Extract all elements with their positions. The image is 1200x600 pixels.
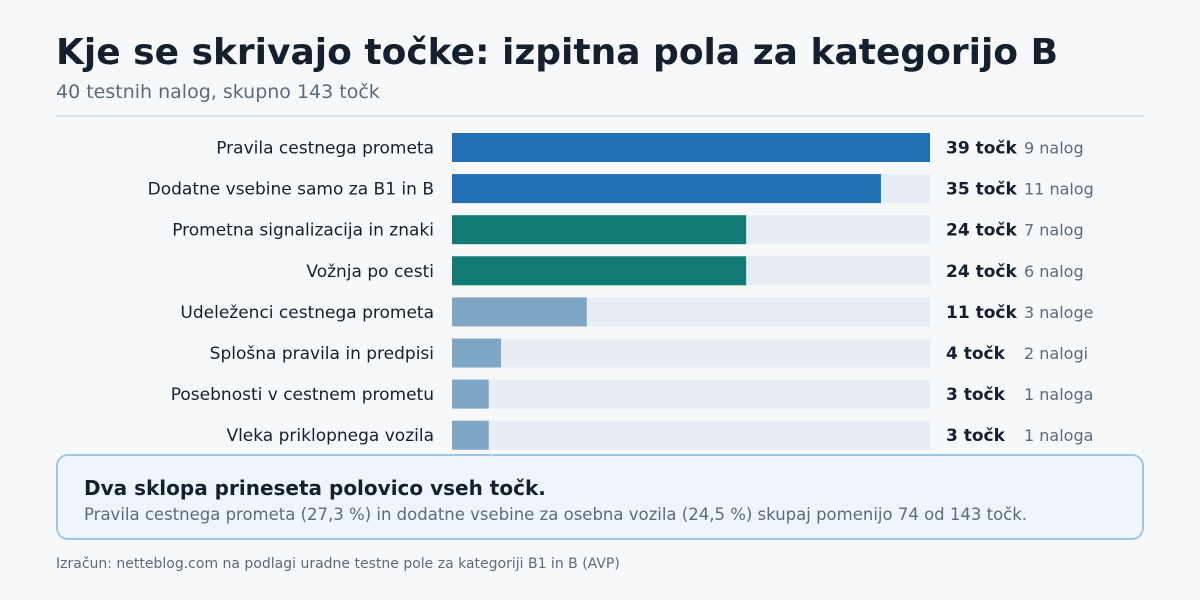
category-label: Pravila cestnega prometa (216, 139, 434, 159)
bar (452, 256, 747, 286)
bar (452, 174, 881, 204)
header-divider (56, 115, 1144, 117)
bar (452, 420, 489, 450)
category-label: Vožnja po cesti (306, 262, 434, 282)
source-note: Izračun: netteblog.com na podlagi uradne… (56, 556, 620, 572)
value-label: 11 točk (946, 303, 1017, 323)
bar-track (452, 338, 930, 368)
category-label: Posebnosti v cestnem prometu (171, 385, 434, 405)
bar (452, 338, 502, 368)
category-label: Splošna pravila in predpisi (210, 344, 434, 364)
task-count-label: 9 nalog (1024, 139, 1084, 158)
bar (452, 215, 747, 245)
value-label: 3 točk (946, 426, 1006, 446)
task-count-label: 3 naloge (1024, 303, 1093, 322)
bar-track (452, 420, 930, 450)
value-label: 3 točk (946, 385, 1006, 405)
bar (452, 133, 930, 162)
task-count-label: 7 nalog (1024, 221, 1084, 240)
category-label: Udeleženci cestnega prometa (180, 303, 434, 323)
task-count-label: 11 nalog (1024, 180, 1094, 199)
category-label: Vleka priklopnega vozila (226, 426, 434, 446)
task-count-label: 6 nalog (1024, 262, 1084, 281)
bar-chart: Pravila cestnega prometa 39 točk 9 nalog Do… (148, 133, 1094, 450)
callout-headline: Dva sklopa prineseta polovico vseh točk. (84, 476, 546, 500)
task-count-label: 1 naloga (1024, 385, 1093, 404)
bar (452, 379, 489, 409)
bar-track (452, 379, 930, 409)
chart-subtitle: 40 testnih nalog, skupno 143 točk (56, 81, 380, 103)
task-count-label: 2 nalogi (1024, 344, 1088, 363)
bar (452, 297, 587, 327)
category-label: Prometna signalizacija in znaki (172, 221, 434, 241)
value-label: 24 točk (946, 221, 1017, 241)
task-count-label: 1 naloga (1024, 426, 1093, 445)
callout-body: Pravila cestnega prometa (27,3 %) in dod… (84, 505, 1028, 524)
chart-title: Kje se skrivajo točke: izpitna pola za k… (56, 32, 1059, 73)
value-label: 39 točk (946, 139, 1017, 159)
value-label: 35 točk (946, 180, 1017, 200)
value-label: 4 točk (946, 344, 1006, 364)
insight-callout: Dva sklopa prineseta polovico vseh točk.… (56, 454, 1144, 540)
category-label: Dodatne vsebine samo za B1 in B (148, 180, 434, 200)
value-label: 24 točk (946, 262, 1017, 282)
